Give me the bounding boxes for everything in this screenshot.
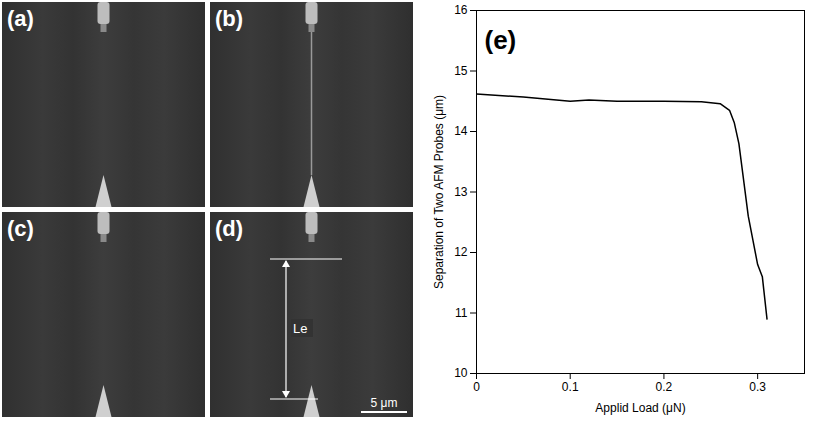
svg-text:(b): (b) — [215, 6, 243, 31]
svg-text:(d): (d) — [215, 216, 243, 241]
svg-text:14: 14 — [454, 124, 468, 138]
svg-text:(a): (a) — [7, 6, 34, 31]
svg-text:Separation of Two AFM Probes (: Separation of Two AFM Probes (μm) — [432, 95, 446, 289]
svg-text:10: 10 — [454, 366, 468, 380]
svg-text:(e): (e) — [485, 25, 517, 55]
svg-text:0.2: 0.2 — [656, 380, 673, 394]
svg-text:11: 11 — [455, 306, 468, 320]
svg-text:(c): (c) — [7, 216, 34, 241]
svg-text:0.3: 0.3 — [749, 380, 766, 394]
svg-text:Applid Load (μN): Applid Load (μN) — [595, 401, 685, 415]
svg-text:16: 16 — [454, 3, 468, 17]
svg-text:0.1: 0.1 — [562, 380, 579, 394]
svg-text:15: 15 — [454, 64, 468, 78]
svg-text:12: 12 — [454, 245, 468, 259]
svg-text:13: 13 — [454, 185, 468, 199]
svg-text:0: 0 — [473, 380, 480, 394]
svg-text:Le: Le — [293, 321, 307, 336]
svg-text:5 μm: 5 μm — [371, 396, 398, 410]
